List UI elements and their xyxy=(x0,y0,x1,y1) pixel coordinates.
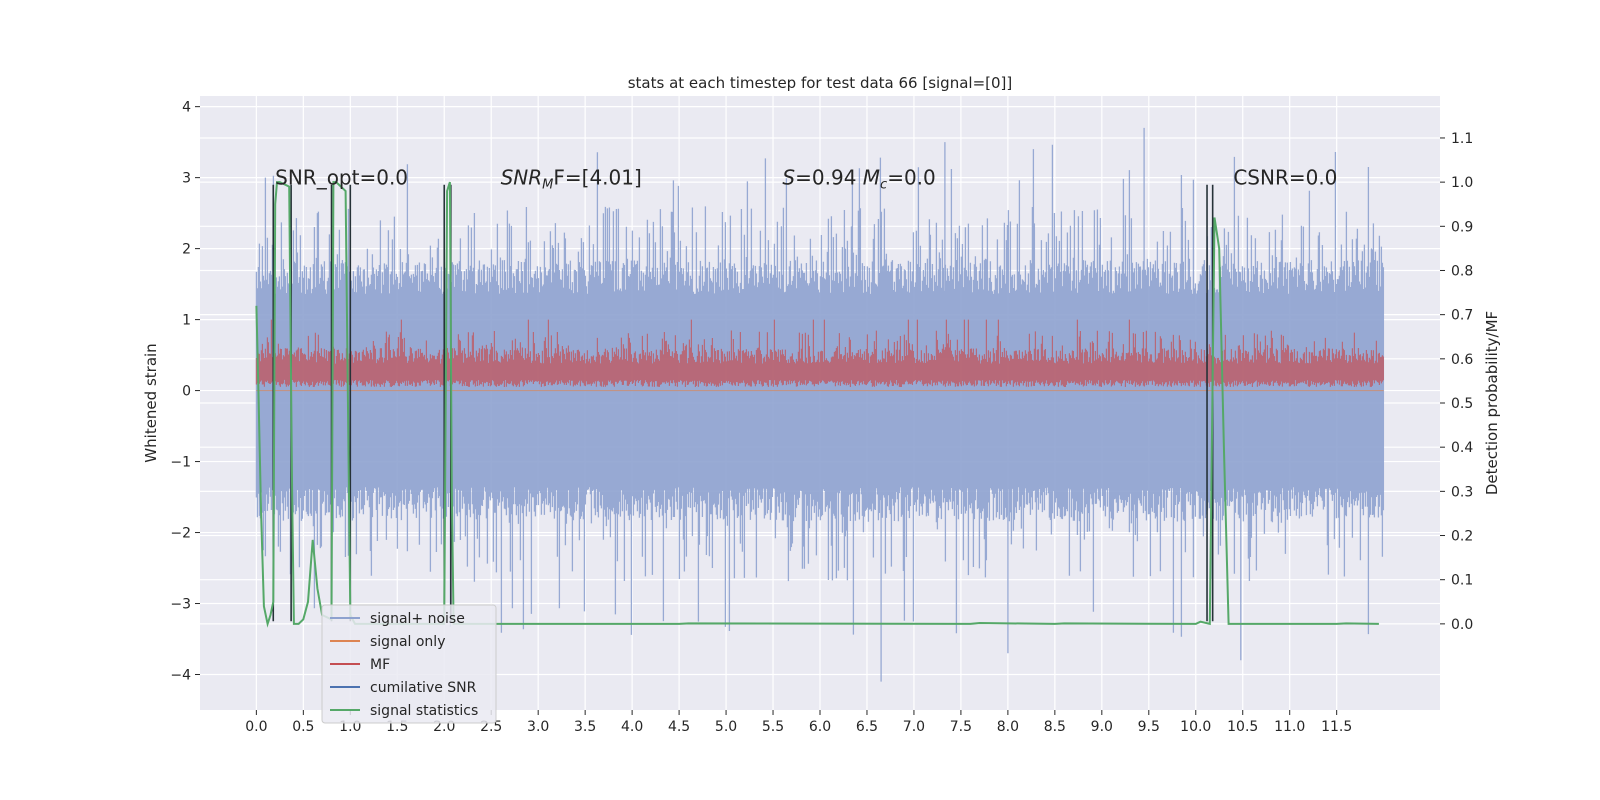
y-tick-label: −2 xyxy=(170,526,191,542)
y-tick-label: 4 xyxy=(182,100,191,116)
x-tick-label: 11.5 xyxy=(1321,719,1352,735)
y2-tick-label: 0.7 xyxy=(1451,308,1473,324)
x-tick-label: 0.0 xyxy=(245,719,267,735)
y2-tick-label: 0.2 xyxy=(1451,529,1473,545)
x-tick-label: 10.5 xyxy=(1227,719,1258,735)
y-tick-label: −3 xyxy=(170,597,191,613)
chart-title: stats at each timestep for test data 66 … xyxy=(628,74,1013,92)
mf-line xyxy=(255,319,1384,387)
x-tick-label: 8.0 xyxy=(997,719,1019,735)
y2-tick-label: 0.5 xyxy=(1451,396,1473,412)
y2-tick-label: 0.6 xyxy=(1451,352,1473,368)
x-tick-label: 3.0 xyxy=(527,719,549,735)
x-tick-label: 7.5 xyxy=(950,719,972,735)
y2-tick-label: 1.1 xyxy=(1451,131,1473,147)
x-tick-label: 11.0 xyxy=(1274,719,1305,735)
y-tick-label: 0 xyxy=(182,384,191,400)
y-tick-label: 2 xyxy=(182,242,191,258)
legend-label: signal+ noise xyxy=(370,611,465,627)
y2-tick-label: 0.1 xyxy=(1451,573,1473,589)
axis-ticks: 0.0 0.5 1.0 1.5 2.0 2.5 3.0 3.5 4.0 4.5 5.0 5.5 6.0 6… xyxy=(170,100,1473,735)
y-tick-label: 1 xyxy=(182,313,191,329)
x-tick-label: 9.0 xyxy=(1091,719,1113,735)
legend-label: signal only xyxy=(370,634,445,650)
x-tick-label: 6.5 xyxy=(856,719,878,735)
y-tick-label: −1 xyxy=(170,455,191,471)
legend-box xyxy=(321,604,497,724)
x-tick-label: 5.5 xyxy=(762,719,784,735)
y2-tick-label: 0.3 xyxy=(1451,484,1473,500)
annotation-snr-opt: SNR_opt=0.0 xyxy=(275,166,408,190)
annotation-snr-mf: SNRMF=[4.01] xyxy=(501,166,642,193)
y2-tick-label: 1.0 xyxy=(1451,175,1473,191)
annotations: SNR_opt=0.0 SNRMF=[4.01] S=0.94 Mc=0.0 CSNR… xyxy=(275,166,1337,193)
x-tick-label: 4.0 xyxy=(621,719,643,735)
legend-label: cumilative SNR xyxy=(370,680,477,696)
y2-axis-label: Detection probability/MF xyxy=(1483,311,1501,495)
x-tick-label: 10.0 xyxy=(1180,719,1211,735)
annotation-s-mc: S=0.94 Mc=0.0 xyxy=(782,166,935,193)
y2-tick-label: 0.9 xyxy=(1451,219,1473,235)
x-tick-label: 5.0 xyxy=(715,719,737,735)
x-tick-label: 7.0 xyxy=(903,719,925,735)
y-tick-label: 3 xyxy=(182,171,191,187)
y2-tick-label: 0.0 xyxy=(1451,617,1473,633)
x-tick-label: 3.5 xyxy=(574,719,596,735)
legend: signal+ noise signal only MF cumilative SNR… xyxy=(321,604,497,724)
x-tick-label: 4.5 xyxy=(668,719,690,735)
y2-tick-label: 0.4 xyxy=(1451,440,1473,456)
legend-label: MF xyxy=(370,657,390,673)
x-tick-label: 9.5 xyxy=(1138,719,1160,735)
x-tick-label: 0.5 xyxy=(292,719,314,735)
x-tick-label: 8.5 xyxy=(1044,719,1066,735)
annotation-csnr: CSNR=0.0 xyxy=(1233,166,1337,190)
y-axis-label: Whitened strain xyxy=(142,343,160,462)
y-tick-label: −4 xyxy=(170,668,191,684)
x-tick-label: 6.0 xyxy=(809,719,831,735)
legend-label: signal statistics xyxy=(370,703,478,719)
y2-tick-label: 0.8 xyxy=(1451,263,1473,279)
